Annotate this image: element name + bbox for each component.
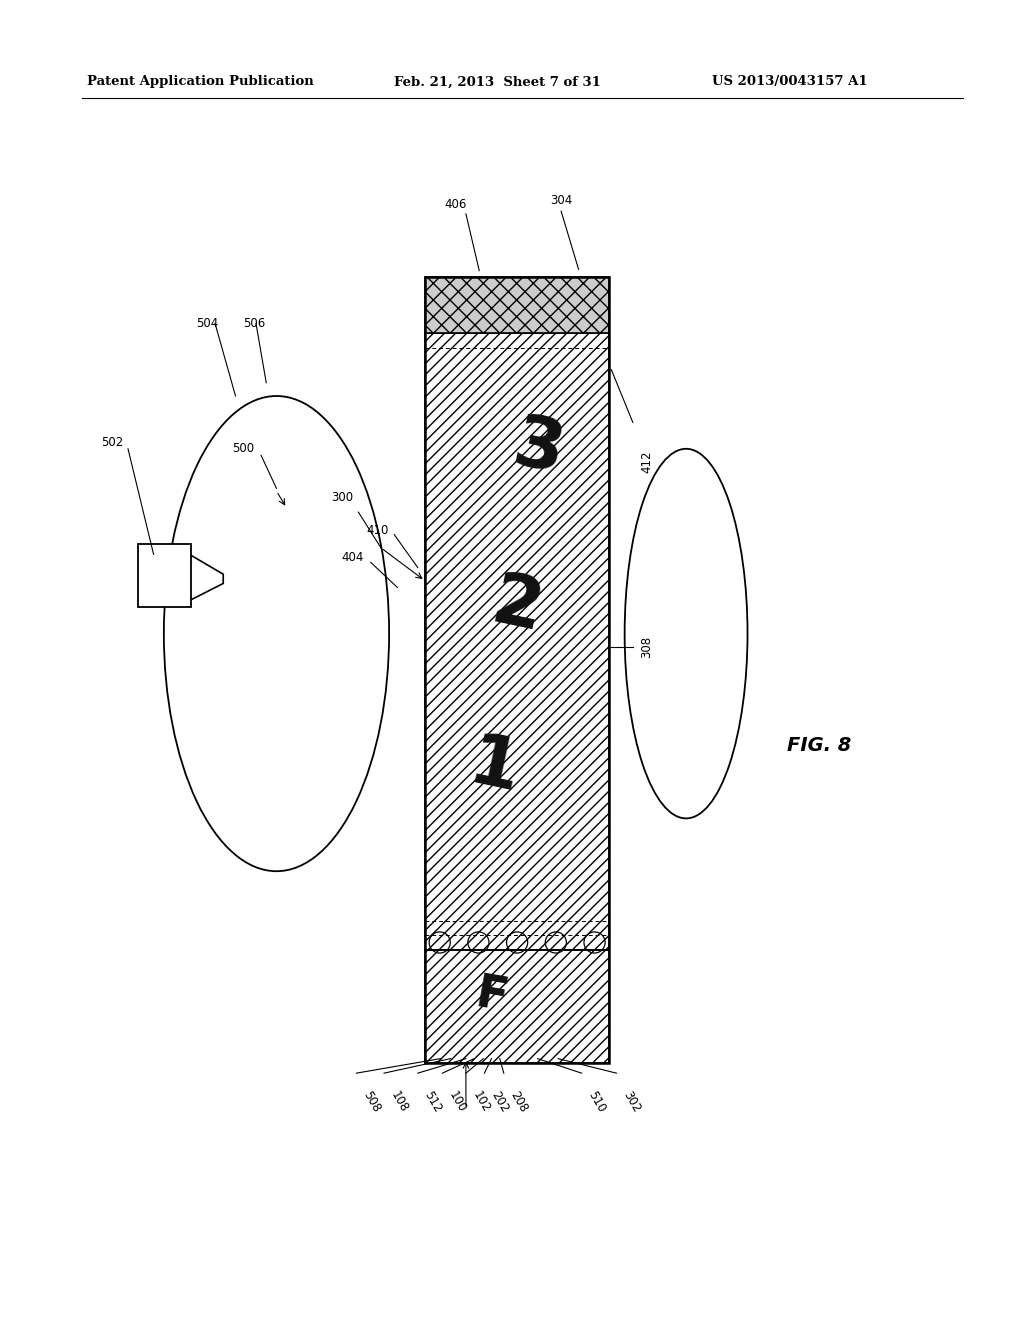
Bar [138, 544, 191, 607]
Text: 410: 410 [367, 524, 389, 537]
Ellipse shape [625, 449, 748, 818]
Text: 510: 510 [586, 1089, 608, 1115]
Text: 100: 100 [446, 1089, 469, 1115]
Text: 506: 506 [243, 317, 265, 330]
Text: Patent Application Publication: Patent Application Publication [87, 75, 313, 88]
Text: 302: 302 [621, 1089, 643, 1115]
Text: 412: 412 [640, 450, 653, 474]
Text: 102: 102 [470, 1089, 493, 1115]
Text: 304: 304 [550, 194, 572, 207]
Text: 404: 404 [341, 550, 364, 564]
Text: 308: 308 [640, 636, 653, 657]
Text: 3: 3 [506, 409, 569, 488]
Text: 504: 504 [196, 317, 218, 330]
Text: FIG. 8: FIG. 8 [787, 737, 851, 755]
Text: Feb. 21, 2013  Sheet 7 of 31: Feb. 21, 2013 Sheet 7 of 31 [394, 75, 601, 88]
Bar [425, 333, 609, 950]
Bar [425, 277, 609, 1063]
Text: 208: 208 [508, 1089, 530, 1115]
Text: US 2013/0043157 A1: US 2013/0043157 A1 [712, 75, 867, 88]
Text: 406: 406 [444, 198, 467, 211]
Text: 300: 300 [331, 491, 353, 504]
Text: 508: 508 [360, 1089, 383, 1114]
Text: 500: 500 [231, 442, 254, 455]
Text: 2: 2 [485, 568, 549, 647]
Text: 1: 1 [463, 729, 526, 808]
Text: 502: 502 [100, 436, 123, 449]
Bar [425, 950, 609, 1063]
Text: F: F [472, 972, 511, 1022]
Polygon shape [189, 554, 223, 601]
Ellipse shape [164, 396, 389, 871]
Bar [425, 277, 609, 333]
Text: 202: 202 [488, 1089, 511, 1115]
Text: 108: 108 [388, 1089, 411, 1115]
Text: 512: 512 [422, 1089, 444, 1115]
